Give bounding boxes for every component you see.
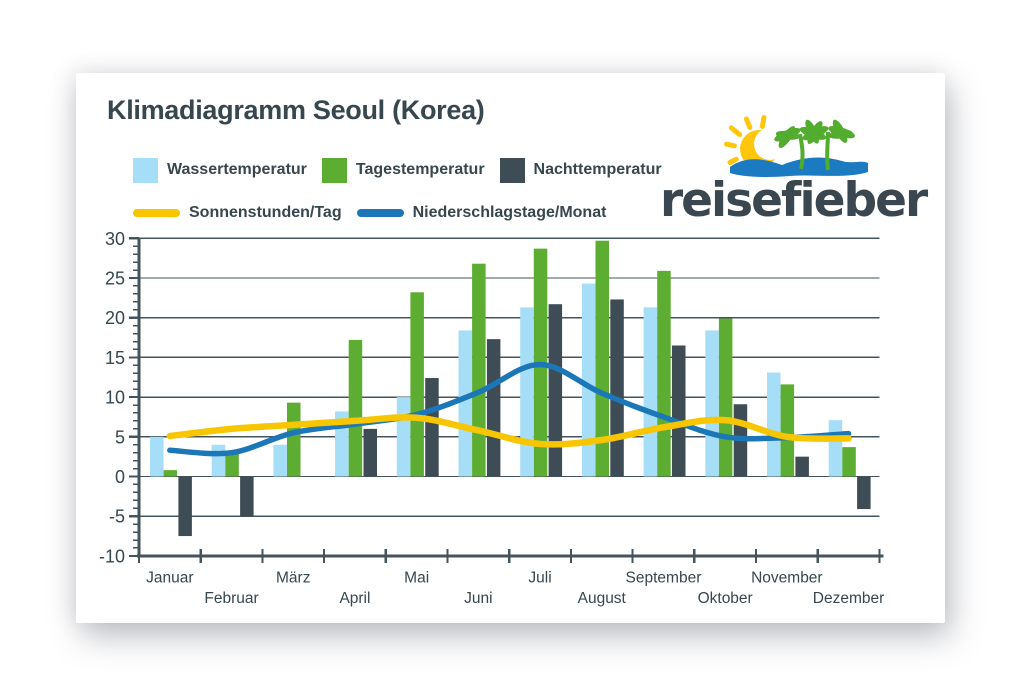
logo-wordmark: reisefieber	[660, 173, 928, 228]
legend-row-bars: Wassertemperatur Tagestemperatur Nachtte…	[133, 157, 662, 183]
water-temperature-swatch-icon	[133, 157, 158, 183]
legend-label: Tagestemperatur	[355, 161, 485, 178]
svg-text:-5: -5	[109, 507, 125, 527]
day-temperature-swatch-icon	[321, 157, 347, 183]
legend-label: Sonnenstunden/Tag	[189, 204, 342, 221]
reisefieber-logo: reisefieber	[660, 107, 936, 224]
legend-item-day-temperature: Tagestemperatur	[321, 157, 485, 183]
svg-text:5: 5	[115, 427, 125, 447]
legend-row-lines: Sonnenstunden/Tag Niederschlagstage/Mona…	[133, 200, 662, 226]
legend-item-rain-days: Niederschlagstage/Monat	[356, 204, 607, 222]
svg-text:April: April	[339, 590, 370, 607]
svg-text:Juni: Juni	[464, 590, 492, 607]
svg-text:30: 30	[105, 229, 125, 249]
climate-card: -10 -5 0 5 10 15 20 25 30 Januar Februar März April M…	[76, 73, 945, 623]
svg-text:Dezember: Dezember	[813, 590, 885, 607]
svg-text:August: August	[578, 590, 627, 607]
logo-sun-palms-waves-icon	[724, 115, 868, 177]
svg-text:März: März	[276, 570, 310, 587]
svg-text:10: 10	[105, 388, 125, 408]
legend-item-sun-hours: Sonnenstunden/Tag	[133, 204, 342, 222]
night-temperature-swatch-icon	[499, 157, 525, 183]
legend-label: Wassertemperatur	[167, 161, 307, 178]
legend: Wassertemperatur Tagestemperatur Nachtte…	[133, 157, 662, 226]
rain-days-line-swatch-icon	[356, 209, 404, 217]
legend-item-night-temperature: Nachttemperatur	[499, 157, 662, 183]
svg-text:Februar: Februar	[204, 590, 258, 607]
sun-hours-line-swatch-icon	[133, 209, 180, 217]
svg-text:Juli: Juli	[528, 570, 551, 587]
svg-text:15: 15	[105, 348, 125, 368]
svg-text:0: 0	[115, 467, 125, 487]
legend-label: Nachttemperatur	[533, 161, 662, 178]
svg-text:November: November	[751, 570, 823, 587]
svg-text:Mai: Mai	[404, 570, 429, 587]
svg-text:20: 20	[105, 308, 125, 328]
svg-text:-10: -10	[99, 546, 125, 566]
page-title: Klimadiagramm Seoul (Korea)	[107, 95, 485, 125]
svg-text:25: 25	[105, 269, 125, 289]
legend-label: Niederschlagstage/Monat	[412, 204, 607, 221]
svg-text:Januar: Januar	[146, 570, 193, 587]
svg-text:September: September	[626, 570, 702, 587]
climate-chart: -10 -5 0 5 10 15 20 25 30 Januar Februar März April M…	[99, 229, 885, 607]
svg-text:Oktober: Oktober	[698, 590, 753, 607]
legend-item-water-temperature: Wassertemperatur	[133, 157, 307, 183]
